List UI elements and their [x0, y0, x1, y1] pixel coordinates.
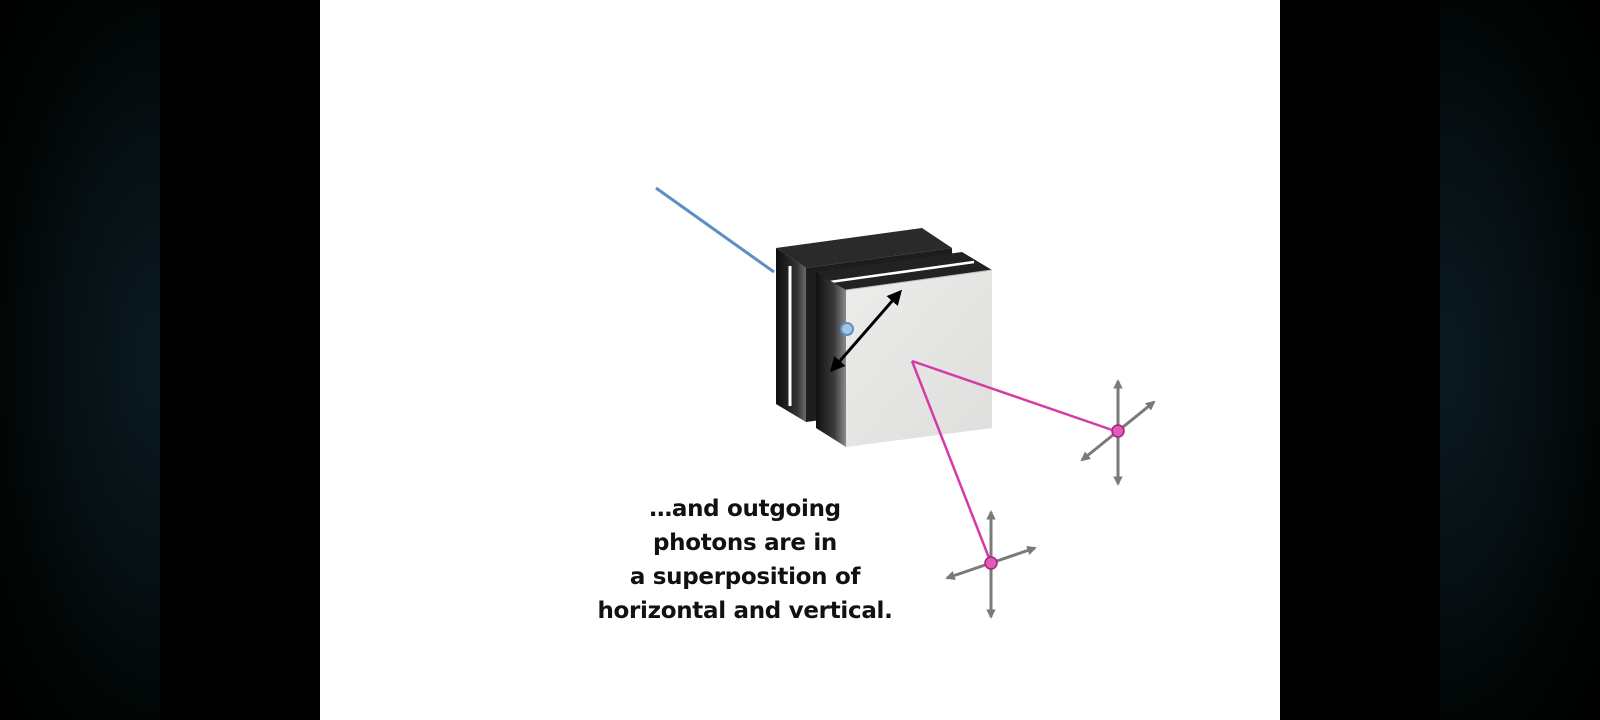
- incoming-photon-beam: [655, 186, 775, 274]
- caption-line: photons are in: [652, 530, 838, 556]
- video-frame[interactable]: …and outgoing photons are in a superposi…: [320, 0, 1280, 720]
- slide-caption: …and outgoing photons are in a superposi…: [550, 492, 940, 628]
- polarization-cross-icon: [1080, 379, 1156, 486]
- right-blurred-backdrop: [1280, 0, 1600, 720]
- front-crystal: [816, 252, 993, 447]
- crystal-axis-double-arrow-icon: [830, 289, 902, 373]
- polarization-cross-icon: [945, 510, 1037, 619]
- left-blurred-backdrop: [0, 0, 320, 720]
- outgoing-photon-beam-right: [911, 359, 1119, 434]
- caption-line: a superposition of: [629, 564, 861, 590]
- caption-line: …and outgoing: [649, 496, 841, 522]
- caption-line: horizontal and vertical.: [597, 598, 893, 624]
- crystal-diagram: [655, 186, 1156, 619]
- right-blur-panel: [1440, 0, 1600, 720]
- outgoing-photon-beam-left: [910, 360, 993, 564]
- left-blur-panel: [0, 0, 160, 720]
- incoming-photon-spot: [840, 322, 854, 336]
